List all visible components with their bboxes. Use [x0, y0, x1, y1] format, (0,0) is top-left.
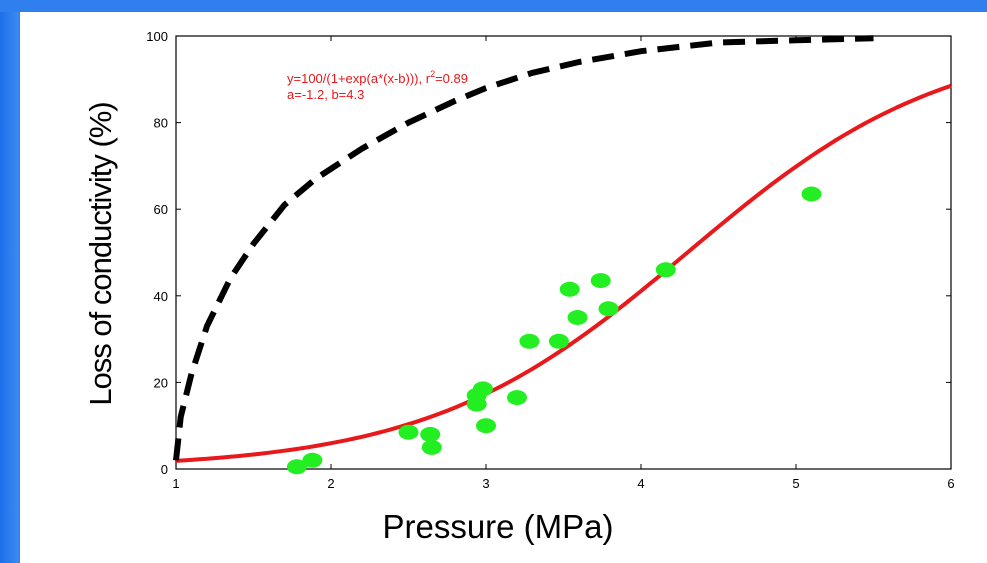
y-axis-title: Loss of conductivity (%): [83, 102, 118, 405]
data-point: [507, 390, 527, 406]
data-point: [590, 273, 611, 289]
data-point: [655, 262, 676, 278]
y-tick-label: 80: [154, 116, 168, 131]
data-points: [286, 186, 822, 475]
plot-area: [175, 35, 952, 470]
y-tick-label: 20: [154, 375, 168, 390]
slide-top-band: [0, 0, 987, 12]
equation-annotation: y=100/(1+exp(a*(x-b))), r2=0.89 a=-1.2, …: [287, 69, 468, 102]
slide-content-area: 1 2 3 4 5 6 0 20 40 60 80 100 y=100/(1+exp(a*(x-b))…: [20, 12, 987, 563]
data-point: [420, 426, 441, 442]
data-point: [567, 310, 588, 325]
data-point: [548, 333, 569, 349]
data-point: [398, 424, 419, 440]
data-point: [598, 301, 619, 317]
y-tick-label: 100: [146, 29, 168, 44]
data-point: [519, 333, 540, 349]
x-axis-title: Pressure (MPa): [382, 508, 613, 545]
data-point: [559, 281, 580, 297]
x-tick-label: 3: [482, 476, 489, 491]
y-tick-label: 0: [161, 462, 168, 477]
plot-frame: [175, 35, 952, 470]
dashed-reference-curve: [173, 35, 874, 461]
data-point: [801, 186, 822, 202]
y-tick-label: 40: [154, 289, 168, 304]
data-point: [286, 459, 307, 475]
data-point: [421, 439, 442, 455]
equation-line-2: a=-1.2, b=4.3: [287, 87, 364, 102]
data-point: [302, 452, 323, 468]
x-tick-label: 6: [947, 476, 954, 491]
data-point: [476, 418, 496, 434]
fitted-sigmoid-curve: [175, 83, 952, 463]
y-tick-label: 60: [154, 202, 168, 217]
data-point: [472, 381, 493, 397]
equation-line-1: y=100/(1+exp(a*(x-b))), r2=0.89: [287, 69, 468, 86]
fit-curves: [173, 35, 952, 463]
x-tick-label: 2: [327, 476, 334, 491]
x-tick-label: 1: [172, 476, 179, 491]
x-tick-label: 4: [637, 476, 644, 491]
x-tick-label: 5: [792, 476, 799, 491]
